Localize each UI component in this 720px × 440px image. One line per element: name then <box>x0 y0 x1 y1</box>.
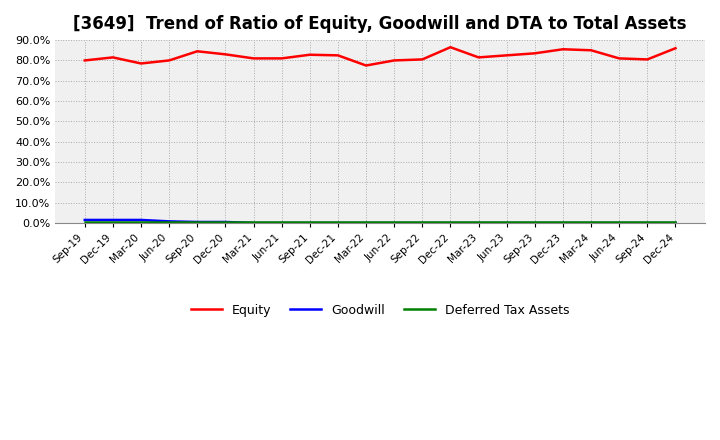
Goodwill <box>193 220 202 225</box>
Title: [3649]  Trend of Ratio of Equity, Goodwill and DTA to Total Assets: [3649] Trend of Ratio of Equity, Goodwil… <box>73 15 687 33</box>
Goodwill <box>615 220 624 226</box>
Deferred Tax Assets <box>277 220 286 225</box>
Line: Goodwill: Goodwill <box>85 220 675 223</box>
Goodwill <box>249 220 258 226</box>
Line: Equity: Equity <box>85 47 675 66</box>
Goodwill <box>305 220 314 226</box>
Goodwill <box>81 217 89 223</box>
Deferred Tax Assets <box>249 220 258 225</box>
Equity <box>643 57 652 62</box>
Deferred Tax Assets <box>531 220 539 225</box>
Goodwill <box>587 220 595 226</box>
Equity <box>277 56 286 61</box>
Deferred Tax Assets <box>333 220 342 225</box>
Equity <box>333 53 342 58</box>
Equity <box>531 51 539 56</box>
Goodwill <box>277 220 286 226</box>
Equity <box>474 55 483 60</box>
Equity <box>361 63 370 68</box>
Deferred Tax Assets <box>418 220 427 225</box>
Goodwill <box>165 219 174 224</box>
Deferred Tax Assets <box>193 220 202 225</box>
Goodwill <box>361 220 370 226</box>
Equity <box>81 58 89 63</box>
Equity <box>221 51 230 57</box>
Deferred Tax Assets <box>81 220 89 225</box>
Goodwill <box>671 220 680 226</box>
Deferred Tax Assets <box>165 220 174 225</box>
Deferred Tax Assets <box>137 220 145 225</box>
Equity <box>249 56 258 61</box>
Deferred Tax Assets <box>615 220 624 225</box>
Goodwill <box>446 220 455 226</box>
Goodwill <box>418 220 427 226</box>
Goodwill <box>333 220 342 226</box>
Deferred Tax Assets <box>446 220 455 225</box>
Equity <box>109 55 117 60</box>
Legend: Equity, Goodwill, Deferred Tax Assets: Equity, Goodwill, Deferred Tax Assets <box>186 299 575 322</box>
Equity <box>193 49 202 54</box>
Equity <box>165 58 174 63</box>
Equity <box>671 46 680 51</box>
Deferred Tax Assets <box>474 220 483 225</box>
Equity <box>559 47 567 52</box>
Goodwill <box>474 220 483 226</box>
Deferred Tax Assets <box>587 220 595 225</box>
Goodwill <box>503 220 511 226</box>
Goodwill <box>221 220 230 225</box>
Deferred Tax Assets <box>221 220 230 225</box>
Deferred Tax Assets <box>559 220 567 225</box>
Deferred Tax Assets <box>109 220 117 225</box>
Deferred Tax Assets <box>305 220 314 225</box>
Equity <box>305 52 314 57</box>
Goodwill <box>559 220 567 226</box>
Deferred Tax Assets <box>671 220 680 225</box>
Equity <box>587 48 595 53</box>
Goodwill <box>531 220 539 226</box>
Goodwill <box>137 217 145 223</box>
Equity <box>418 57 427 62</box>
Goodwill <box>643 220 652 226</box>
Equity <box>615 56 624 61</box>
Equity <box>446 44 455 50</box>
Goodwill <box>109 217 117 223</box>
Deferred Tax Assets <box>643 220 652 225</box>
Goodwill <box>390 220 398 226</box>
Deferred Tax Assets <box>503 220 511 225</box>
Equity <box>137 61 145 66</box>
Deferred Tax Assets <box>390 220 398 225</box>
Deferred Tax Assets <box>361 220 370 225</box>
Equity <box>390 58 398 63</box>
Equity <box>503 53 511 58</box>
